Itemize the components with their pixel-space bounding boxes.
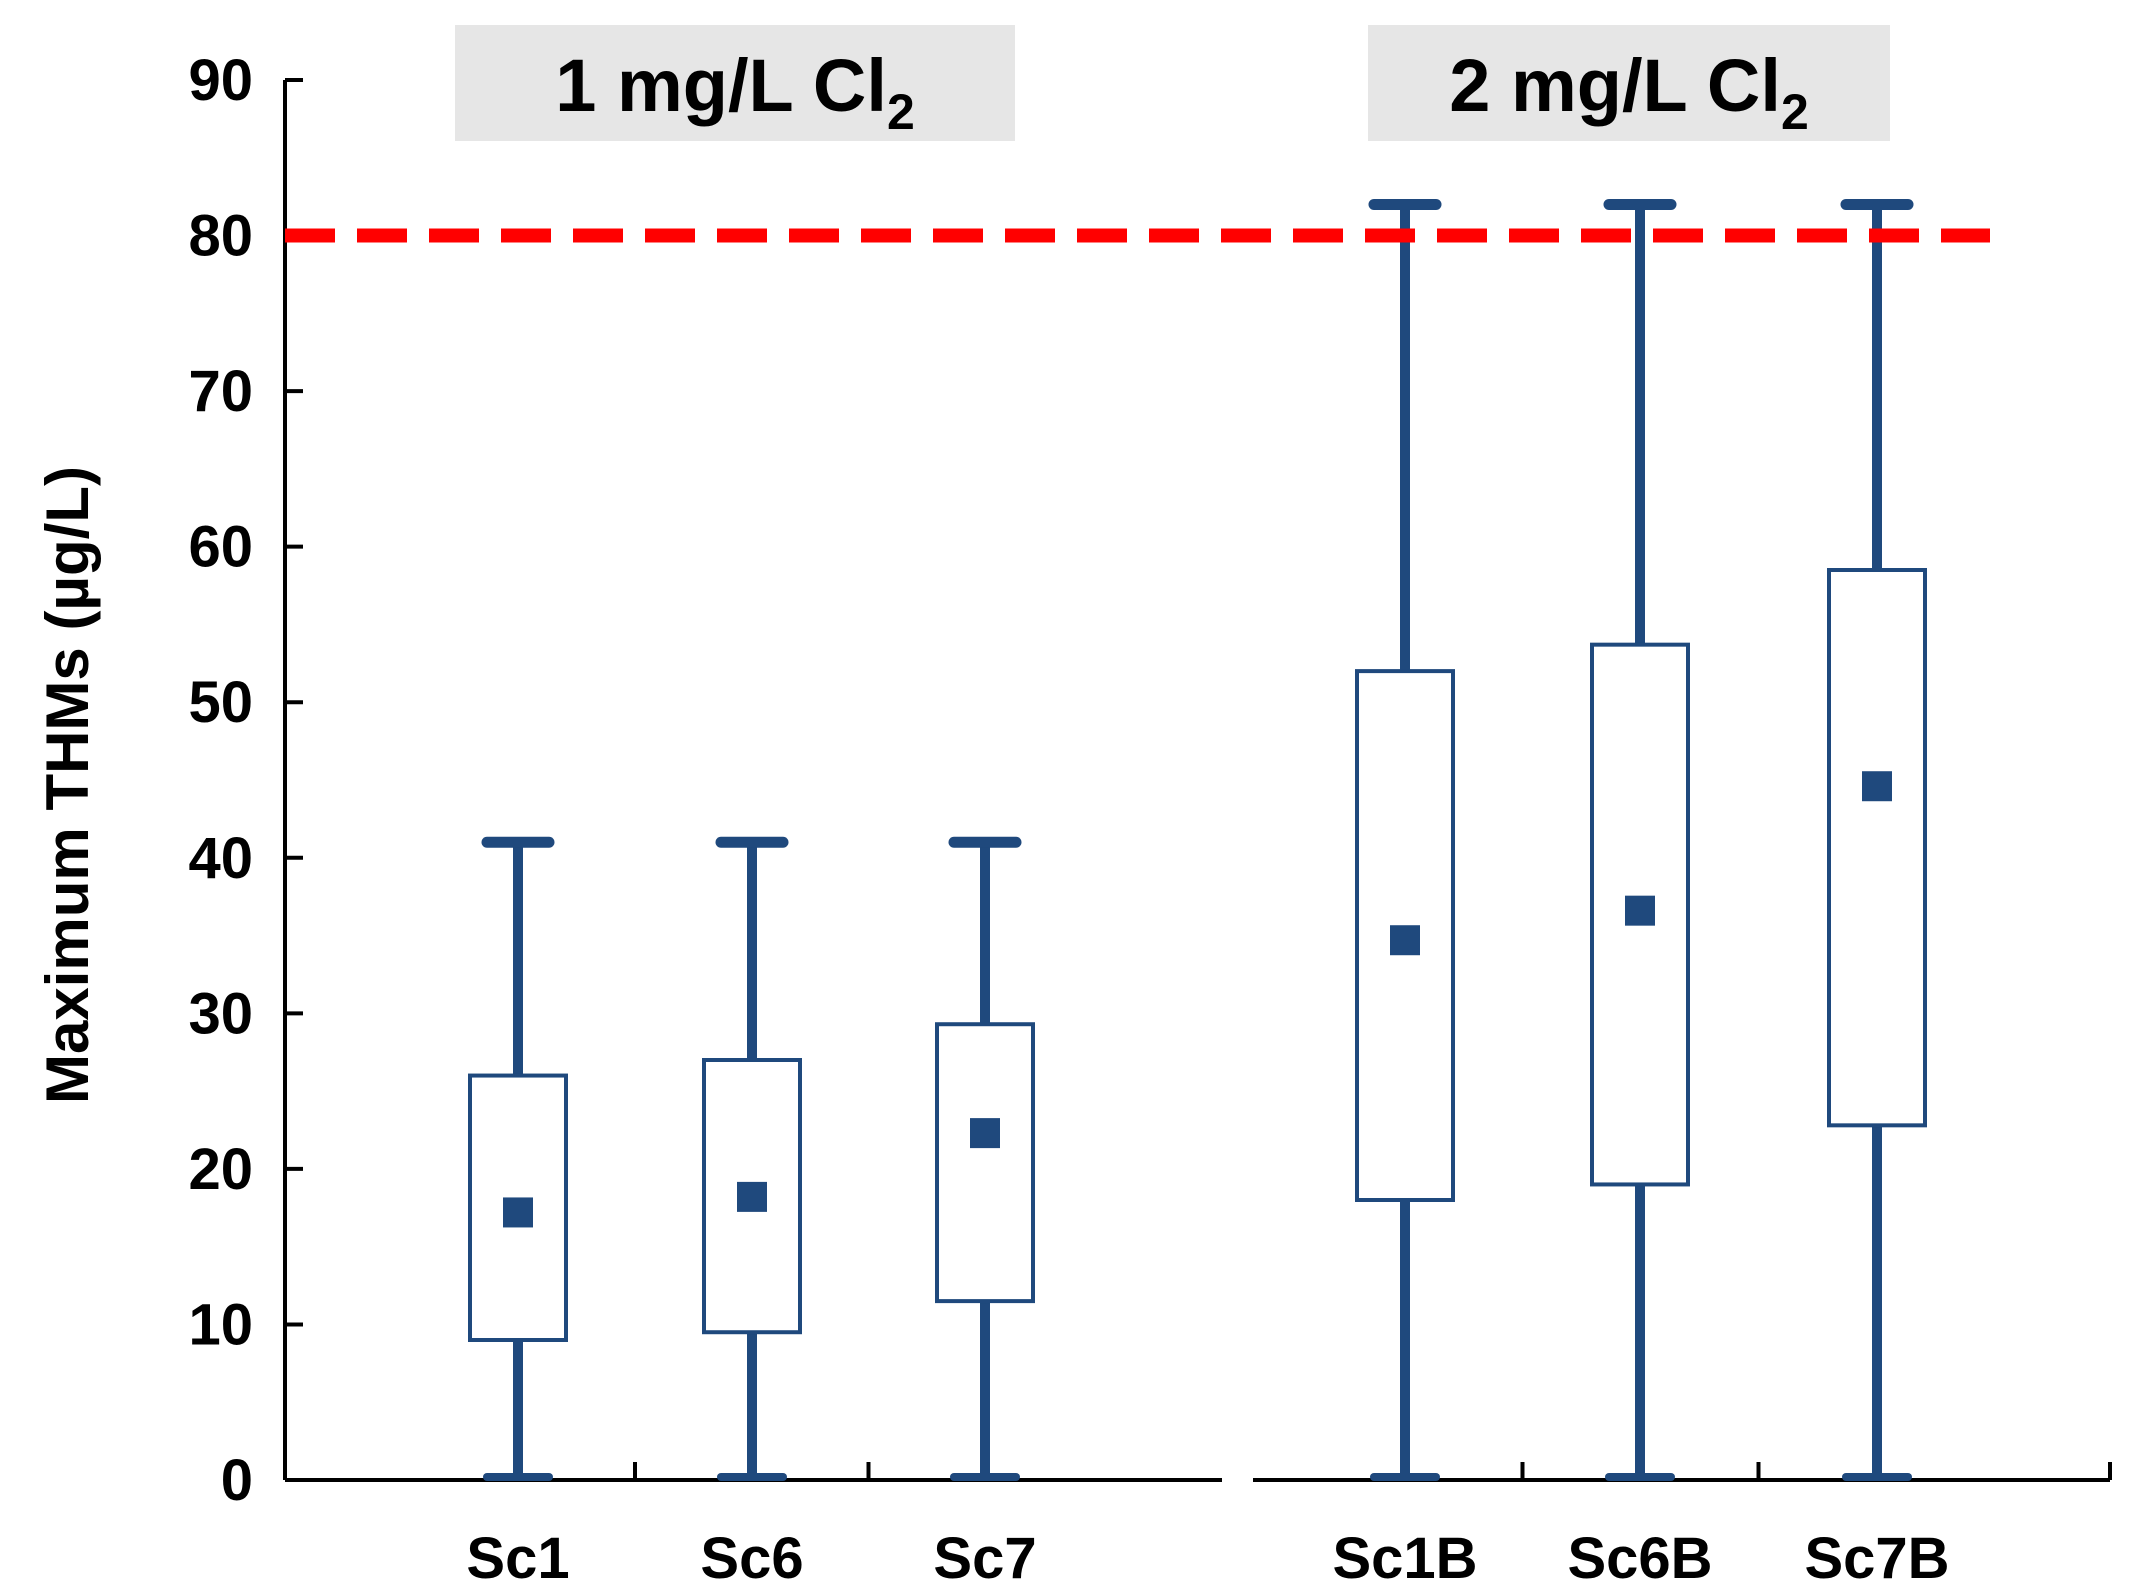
mean-marker: [1625, 895, 1655, 926]
category-label: Sc7: [933, 1526, 1036, 1591]
group-label: 1 mg/L Cl2: [555, 44, 915, 140]
mean-marker: [503, 1197, 533, 1228]
y-tick-label: 80: [188, 204, 253, 269]
category-label: Sc1: [466, 1526, 569, 1591]
y-tick-label: 70: [188, 359, 253, 424]
group-label-background: [455, 25, 1015, 141]
iqr-box: [935, 1022, 1035, 1304]
group-label-subscript: 2: [887, 84, 915, 140]
category-label: Sc6B: [1567, 1526, 1712, 1591]
group-label: 2 mg/L Cl2: [1449, 44, 1809, 140]
box-sc6b: Sc6B: [1567, 198, 1713, 1591]
boxes: Sc1 Sc6 Sc7 Sc1B Sc6B Sc7B: [466, 198, 1950, 1591]
box-sc1: Sc1: [466, 836, 570, 1591]
category-label: Sc7B: [1804, 1526, 1949, 1591]
y-tick-label: 40: [188, 826, 253, 891]
mean-marker: [1862, 771, 1892, 802]
y-tick-label: 30: [188, 981, 253, 1046]
y-tick-label: 10: [188, 1292, 253, 1357]
group-label-subscript: 2: [1781, 84, 1809, 140]
mean-marker: [1390, 925, 1420, 956]
y-tick-label: 60: [188, 515, 253, 580]
box-sc1b: Sc1B: [1332, 198, 1478, 1591]
group-label-main: 1 mg/L Cl: [555, 44, 887, 127]
y-tick-label: 0: [221, 1448, 253, 1513]
group-labels: 1 mg/L Cl2 2 mg/L Cl2: [455, 25, 1890, 141]
y-tick-label: 20: [188, 1137, 253, 1202]
y-axis-label: Maximum THMs (µg/L): [34, 466, 101, 1104]
mean-marker: [737, 1181, 767, 1212]
group-label-main: 2 mg/L Cl: [1449, 44, 1781, 127]
box-sc6: Sc6: [700, 836, 804, 1591]
axes: 0 10 20 30 40 50 60 70 80 90: [188, 48, 2112, 1513]
iqr-box: [1827, 568, 1927, 1128]
category-label: Sc6: [700, 1526, 803, 1591]
category-label: Sc1B: [1332, 1526, 1477, 1591]
y-tick-label: 90: [188, 48, 253, 113]
group-label-background: [1368, 25, 1890, 141]
box-sc7b: Sc7B: [1804, 198, 1950, 1591]
y-tick-label: 50: [188, 670, 253, 735]
mean-marker: [970, 1118, 1000, 1149]
box-sc7: Sc7: [933, 836, 1037, 1591]
